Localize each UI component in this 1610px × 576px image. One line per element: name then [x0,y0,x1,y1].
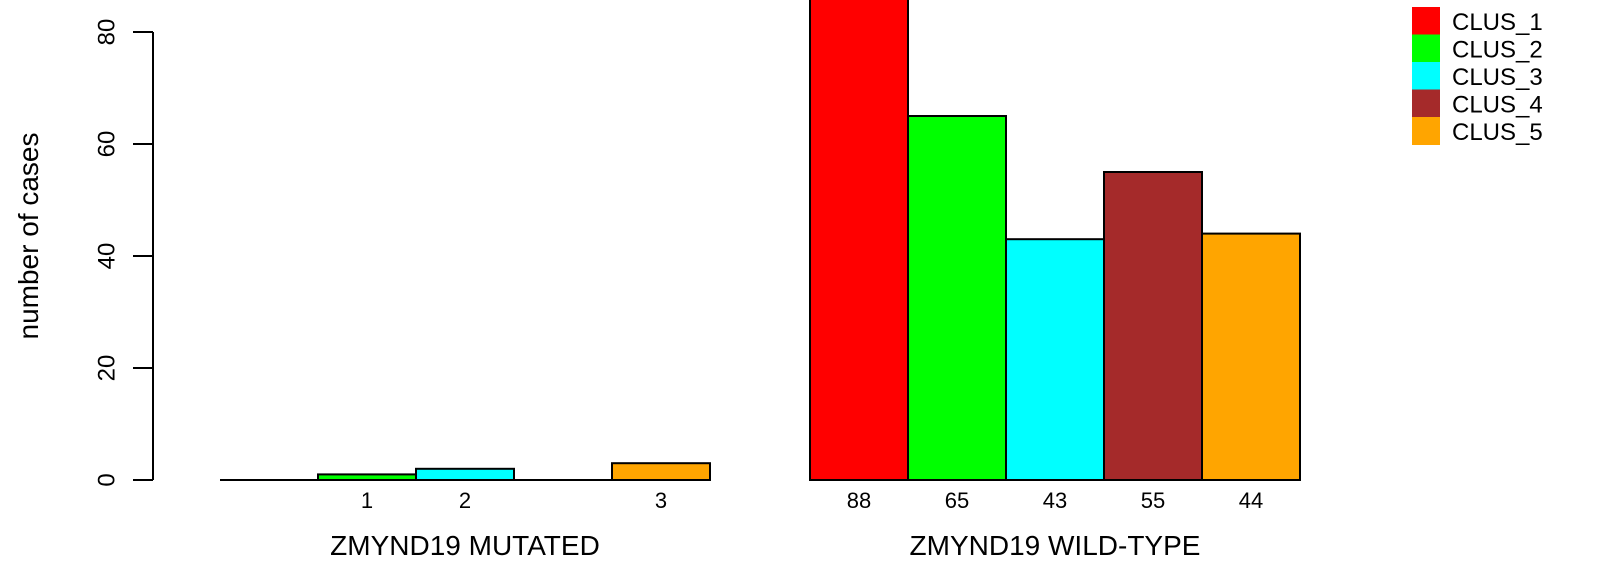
bar-value-label: 2 [459,488,471,513]
y-tick-label: 80 [93,19,120,46]
bar-value-label: 88 [847,488,871,513]
y-tick-label: 60 [93,131,120,158]
y-axis: 0 20 40 60 80 [93,19,154,487]
y-axis-title: number of cases [13,133,44,340]
bar-group: 1 2 3 ZMYND19 MUTATED [220,462,711,561]
legend-swatch [1412,7,1440,35]
bar-clus-3 [415,467,515,481]
bar-clus-1 [809,0,909,481]
legend-swatch [1412,62,1440,90]
legend-label: CLUS_4 [1452,92,1543,119]
bar-value-label: 65 [945,488,969,513]
group-label: ZMYND19 MUTATED [330,530,600,561]
legend-label: CLUS_1 [1452,9,1543,36]
bar-group: 88 65 43 55 44 ZMYND19 WILD-TYPE [809,0,1301,561]
legend-swatch [1412,34,1440,63]
y-tick-label: 0 [93,473,120,486]
bar-clus-5 [1201,232,1301,481]
bar-clus-5 [611,462,711,482]
group-label: ZMYND19 WILD-TYPE [910,530,1201,561]
y-tick-label: 20 [93,355,120,382]
legend-swatch [1412,117,1440,145]
legend-label: CLUS_2 [1452,37,1543,64]
legend-label: CLUS_3 [1452,64,1543,91]
legend-item: CLUS_3 [1412,62,1543,91]
legend-item: CLUS_4 [1412,89,1543,119]
bar-value-label: 55 [1141,488,1165,513]
bar-clus-2 [907,115,1007,481]
legend-item: CLUS_5 [1412,117,1543,146]
bar-clus-2 [317,473,417,481]
bar-clus-3 [1005,238,1105,481]
bar-groups: 1 2 3 ZMYND19 MUTATED 88 65 43 55 44 ZMYND19 WILD… [220,0,1301,561]
bar-value-label: 43 [1043,488,1067,513]
legend-item: CLUS_1 [1412,7,1543,36]
bar-value-label: 44 [1239,488,1263,513]
legend-item: CLUS_2 [1412,34,1543,64]
bar-clus-4 [1103,171,1203,481]
bar-value-label: 3 [655,488,667,513]
legend-swatch [1412,89,1440,118]
y-tick-label: 40 [93,243,120,270]
bar-value-label: 1 [361,488,373,513]
legend-label: CLUS_5 [1452,119,1543,146]
